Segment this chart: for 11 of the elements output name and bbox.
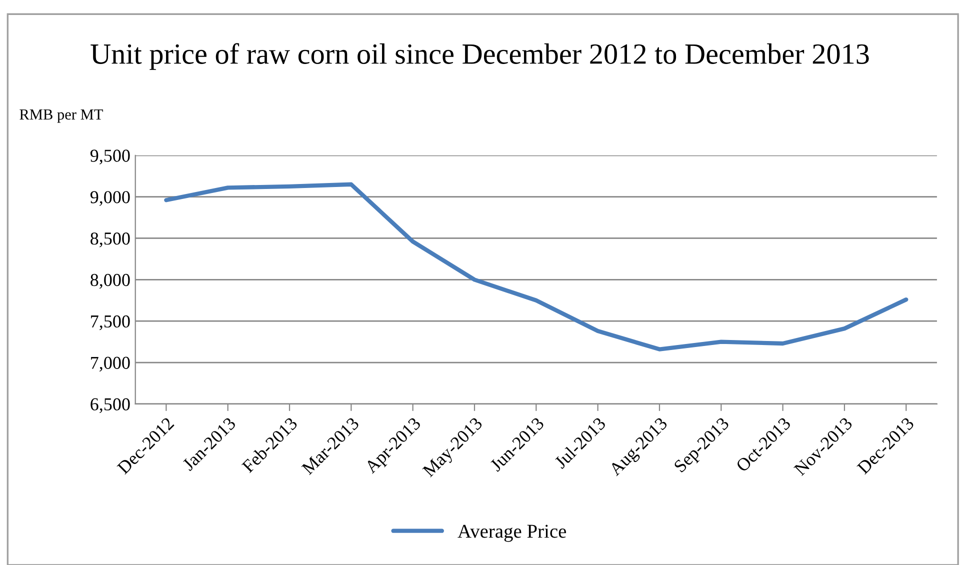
chart-title: Unit price of raw corn oil since December 2012 to December 2013 — [90, 43, 869, 70]
y-tick-label: 9,500 — [90, 150, 130, 164]
y-tick-label: 8,000 — [90, 274, 130, 289]
line-series — [164, 182, 908, 352]
y-tick-label: 6,500 — [90, 398, 130, 414]
y-tick-label: 8,500 — [90, 232, 130, 248]
y-axis-title: RMB per MT — [20, 109, 103, 123]
legend-label: Average Price — [458, 524, 566, 542]
y-tick-label: 9,000 — [90, 191, 130, 206]
y-tick-label: 7,500 — [91, 315, 130, 330]
y-tick-label: 7,000 — [91, 356, 130, 372]
